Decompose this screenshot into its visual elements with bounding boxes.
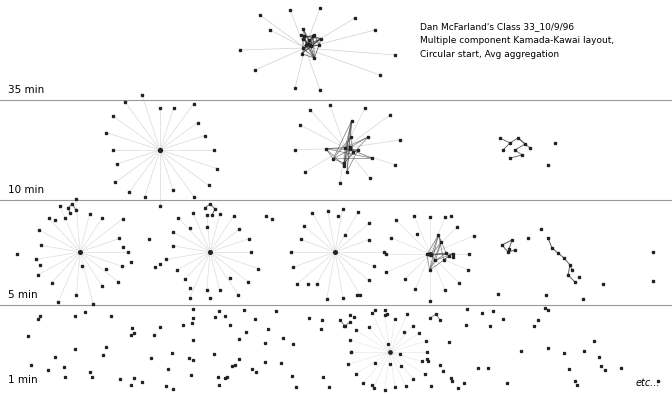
Text: etc...: etc... xyxy=(635,378,660,388)
Text: 1 min: 1 min xyxy=(8,375,38,385)
Text: Circular start, Avg aggregation: Circular start, Avg aggregation xyxy=(420,50,559,59)
Text: Multiple component Kamada-Kawai layout,: Multiple component Kamada-Kawai layout, xyxy=(420,36,614,45)
Text: 10 min: 10 min xyxy=(8,185,44,195)
Text: 5 min: 5 min xyxy=(8,290,38,300)
Text: 35 min: 35 min xyxy=(8,85,44,95)
Text: Dan McFarland's Class 33_10/9/96: Dan McFarland's Class 33_10/9/96 xyxy=(420,22,574,31)
